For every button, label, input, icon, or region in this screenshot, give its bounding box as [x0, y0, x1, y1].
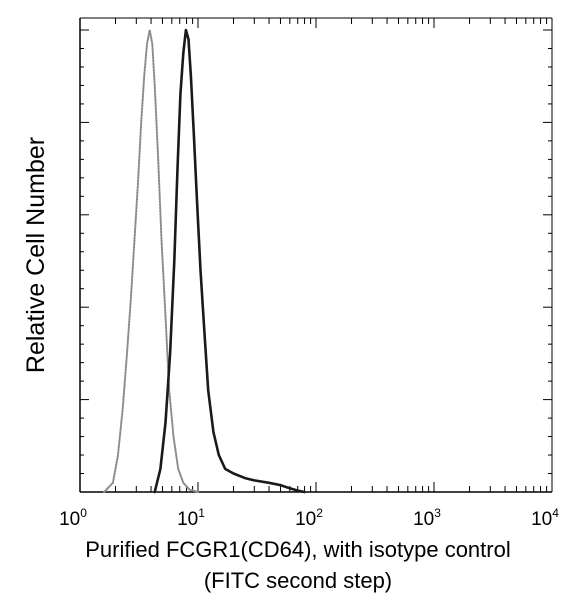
x-minor-ticks — [79, 18, 553, 492]
x-tick-label: 103 — [413, 506, 441, 530]
x-tick-label: 104 — [531, 506, 559, 530]
x-tick-label: 102 — [295, 506, 323, 530]
x-axis-title-line1: Purified FCGR1(CD64), with isotype contr… — [85, 537, 510, 562]
y-ticks — [80, 29, 552, 493]
isotype-control-histogram — [103, 29, 199, 493]
x-tick-label: 100 — [59, 506, 87, 530]
x-tick-labels: 100 101 102 103 104 — [59, 506, 559, 530]
x-tick-label: 101 — [177, 506, 205, 530]
fcgr1-histogram — [153, 28, 306, 494]
y-axis-title: Relative Cell Number — [22, 137, 50, 373]
x-axis-title-line2: (FITC second step) — [204, 568, 392, 593]
series-layer — [103, 28, 306, 494]
frame — [79, 17, 553, 493]
